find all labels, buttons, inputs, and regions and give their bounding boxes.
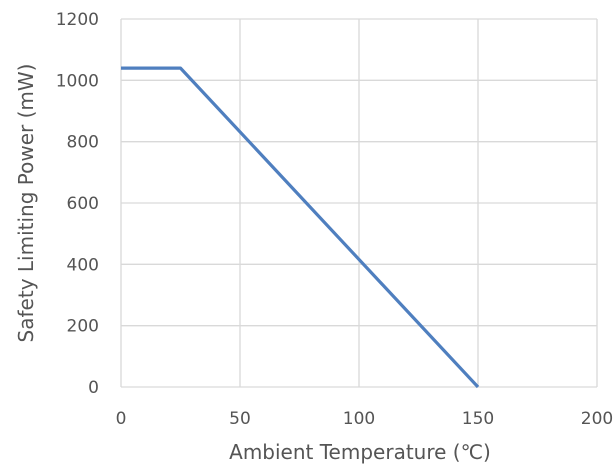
- x-tick-label: 100: [343, 409, 375, 429]
- x-axis-title: Ambient Temperature (℃): [229, 440, 491, 464]
- y-tick-label: 800: [67, 133, 99, 153]
- x-tick-label: 50: [229, 409, 251, 429]
- x-axis-ticks: 0 50 100 150 200: [116, 409, 614, 429]
- y-tick-label: 600: [67, 194, 99, 214]
- y-tick-label: 200: [67, 317, 99, 337]
- grid: [120, 18, 598, 388]
- series-layer: [121, 66, 480, 389]
- y-tick-label: 0: [88, 378, 99, 398]
- y-axis-ticks: 0 200 400 600 800 1000 1200: [56, 10, 99, 398]
- series-line: [121, 66, 480, 389]
- x-tick-label: 200: [581, 409, 613, 429]
- x-tick-label: 150: [462, 409, 494, 429]
- x-tick-label: 0: [116, 409, 127, 429]
- y-tick-label: 1000: [56, 71, 99, 91]
- y-tick-label: 1200: [56, 10, 99, 30]
- y-tick-label: 400: [67, 255, 99, 275]
- y-axis-title: Safety Limiting Power (mW): [14, 64, 38, 343]
